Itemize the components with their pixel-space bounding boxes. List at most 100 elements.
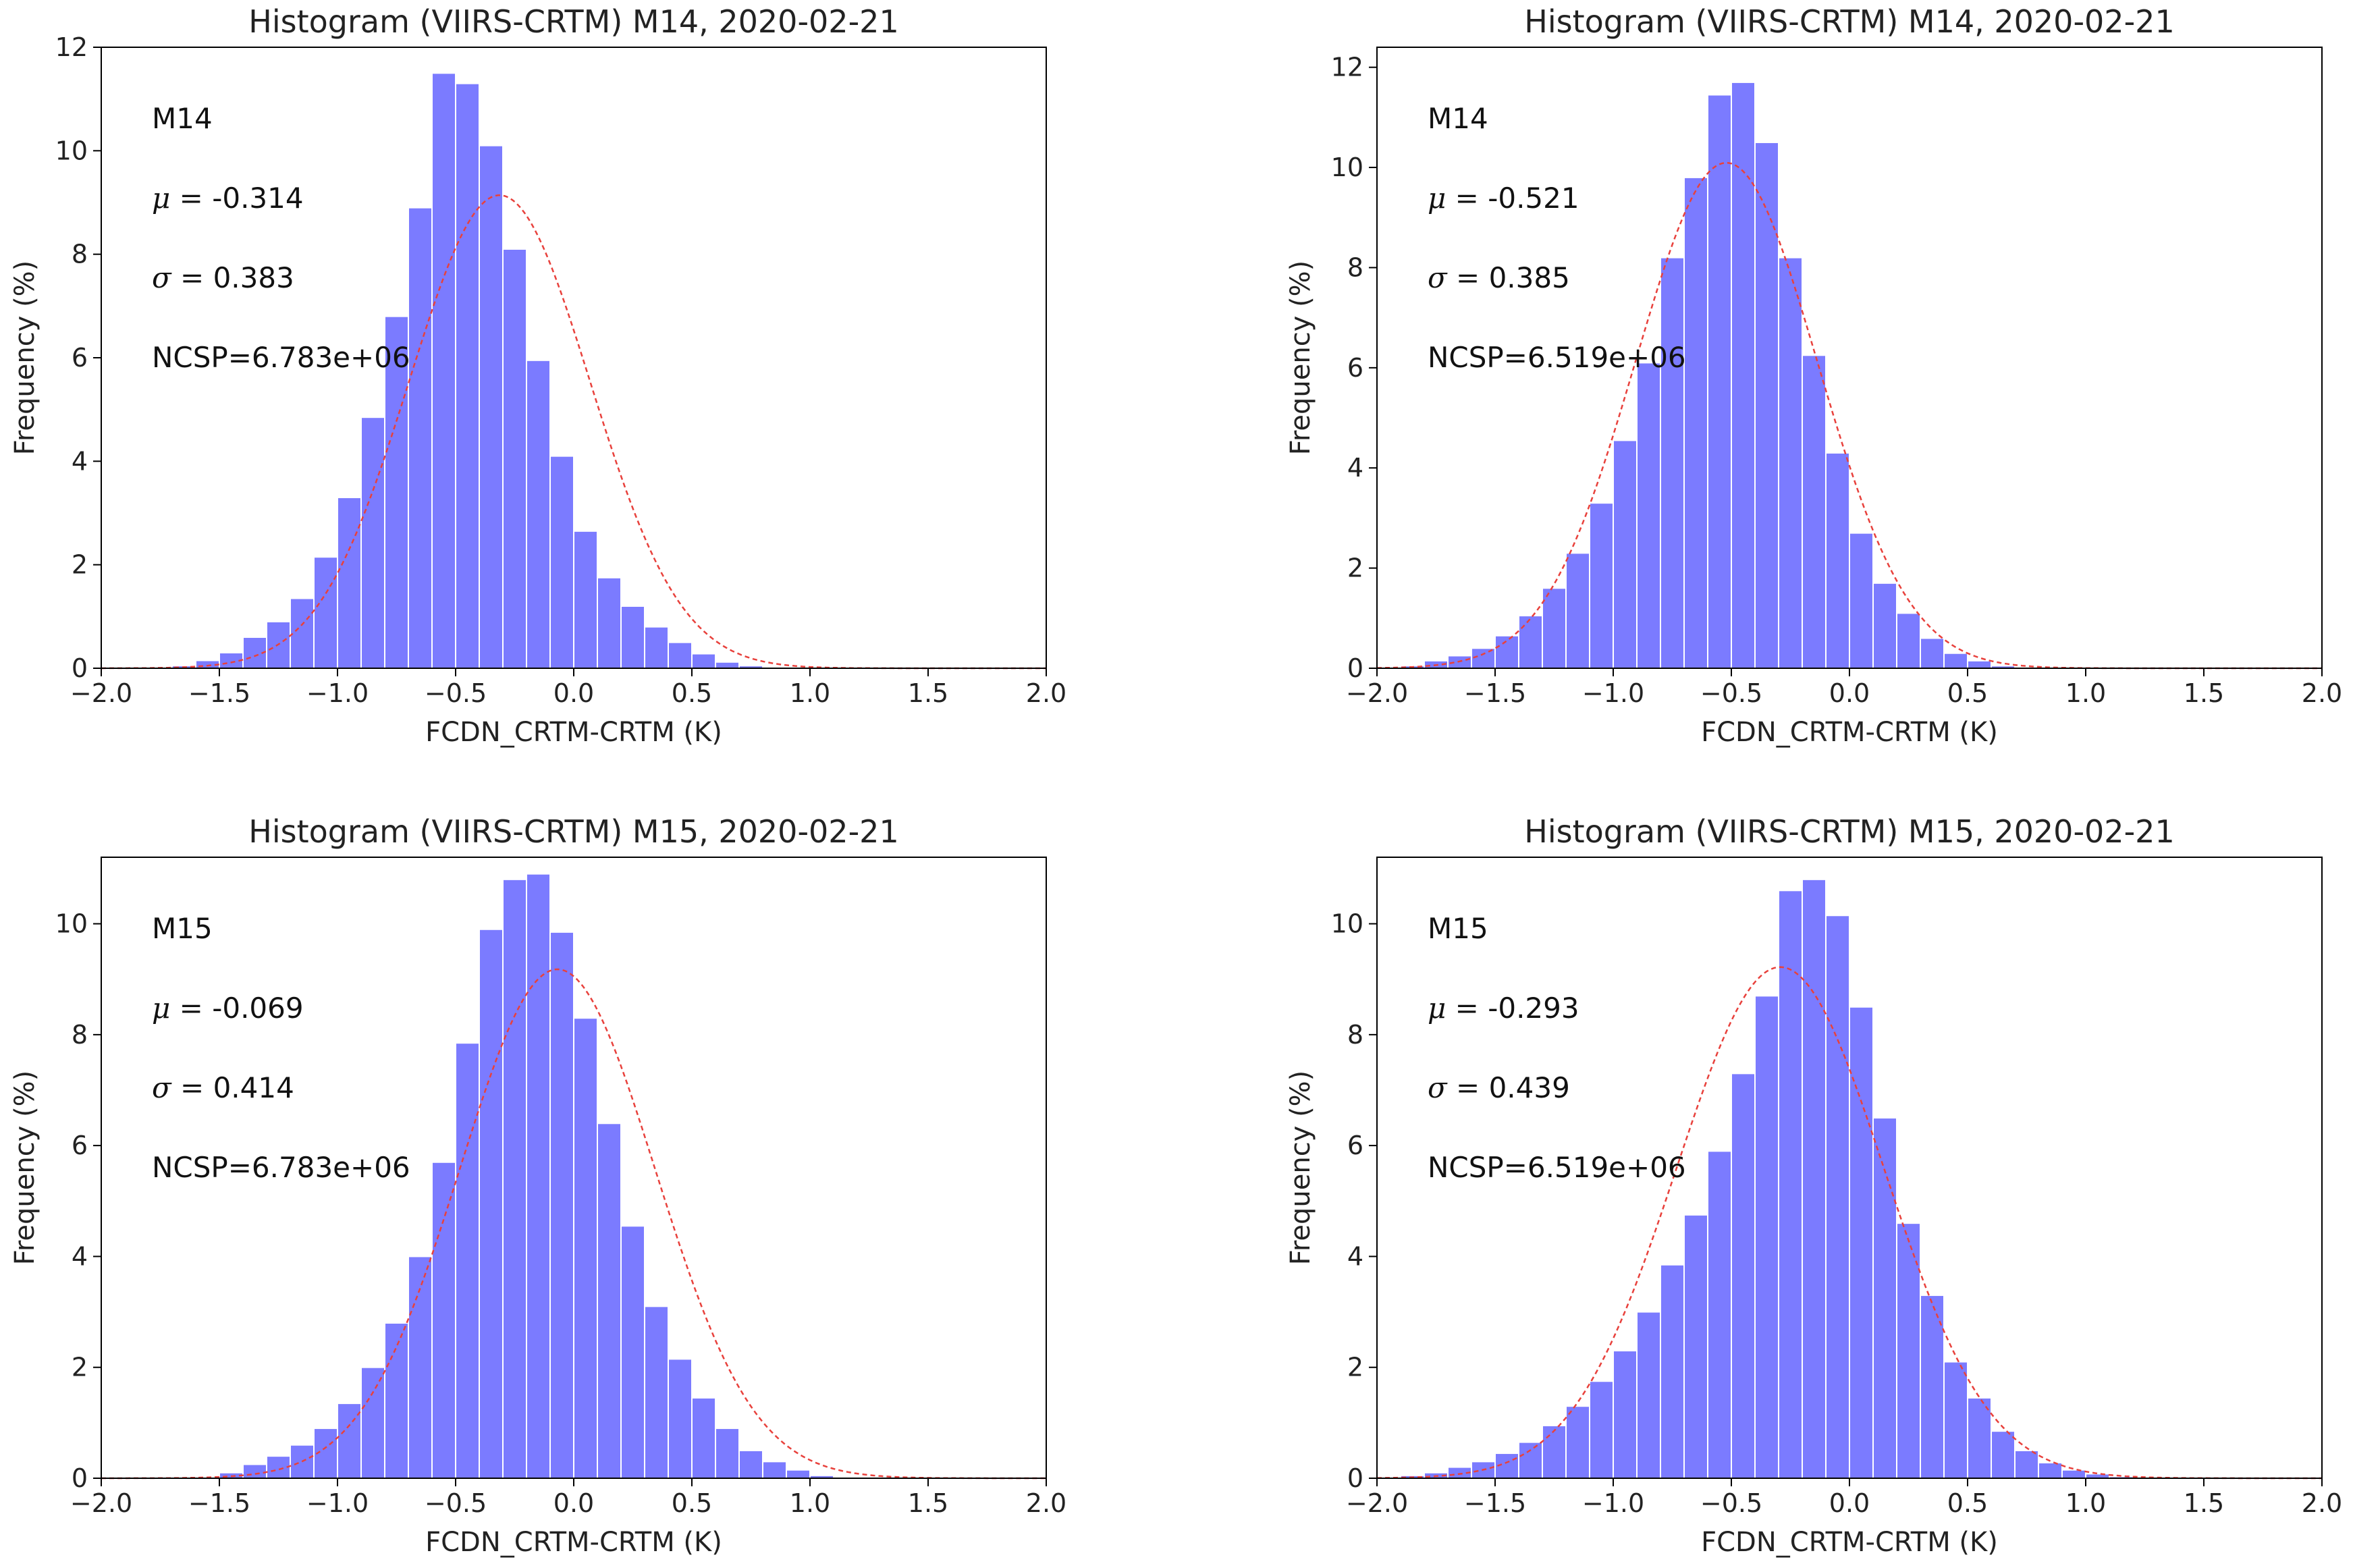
histogram-bar [1707, 94, 1732, 669]
ncsp-annotation: NCSP=6.519e+06 [1428, 341, 1686, 374]
histogram-bar [455, 1042, 480, 1479]
x-tick-label: 1.0 [790, 678, 830, 708]
y-tick-label: 12 [1331, 53, 1363, 82]
x-tick-label: −1.0 [306, 678, 369, 708]
sigma-value: 0.439 [1480, 1071, 1570, 1104]
x-tick-label: −0.5 [425, 678, 487, 708]
chart-title: Histogram (VIIRS-CRTM) M15, 2020-02-21 [248, 813, 898, 850]
y-tick-label: 6 [1347, 353, 1363, 383]
histogram-bar [479, 928, 504, 1480]
x-tick-label: 0.0 [1829, 678, 1870, 708]
sigma-annotation: σ = 0.383 [152, 261, 294, 294]
histogram-bar [502, 878, 527, 1480]
x-tick-label: 0.5 [1947, 678, 1988, 708]
y-tick-label: 4 [1347, 1241, 1363, 1271]
y-tick-label: 10 [1331, 909, 1363, 939]
mu-symbol: μ = [1428, 182, 1479, 215]
histogram-bar [668, 641, 693, 670]
band-label: M15 [152, 912, 213, 945]
histogram-bar [1943, 1361, 1968, 1479]
x-tick-label: −0.5 [425, 1488, 487, 1518]
histogram-bar [620, 1225, 645, 1479]
histogram-bar [573, 1017, 598, 1479]
mu-annotation: μ = -0.293 [1428, 992, 1579, 1025]
y-tick-label: 2 [1347, 553, 1363, 583]
histogram-bar [1754, 995, 1779, 1480]
histogram-bar [1613, 439, 1638, 670]
histogram-bar [455, 82, 480, 669]
histogram-bar [1920, 637, 1945, 670]
sigma-value: 0.385 [1480, 261, 1570, 294]
sigma-value: 0.414 [204, 1071, 294, 1104]
bars [1400, 81, 2016, 670]
mu-value: -0.314 [203, 182, 304, 215]
chart-title: Histogram (VIIRS-CRTM) M15, 2020-02-21 [1524, 813, 2174, 850]
ncsp-annotation: NCSP=6.783e+06 [152, 1151, 410, 1184]
y-tick-label: 12 [55, 32, 88, 62]
histogram-bar [691, 653, 716, 669]
histogram-bar [738, 1449, 763, 1479]
mu-symbol: μ = [1428, 992, 1479, 1025]
y-tick-label: 8 [72, 240, 88, 269]
histogram-bar [715, 1428, 740, 1480]
histogram-bar [1825, 452, 1850, 669]
histogram-bar [1707, 1150, 1732, 1480]
y-tick-label: 4 [1347, 453, 1363, 483]
histogram-bar [360, 416, 385, 670]
histogram-bar [1849, 1006, 1874, 1480]
histogram-bar [1849, 532, 1874, 670]
histogram-bar [1967, 659, 1992, 670]
x-tick-label: 0.5 [1947, 1488, 1988, 1518]
y-axis-label: Frequency (%) [9, 261, 40, 456]
histogram-bar [313, 556, 338, 670]
x-tick-label: −1.0 [306, 1488, 369, 1518]
histogram-bar [549, 931, 574, 1479]
histogram-bar [290, 597, 315, 669]
histogram-bar [1778, 890, 1803, 1480]
histogram-bar [1872, 582, 1897, 670]
y-tick-label: 10 [1331, 153, 1363, 182]
x-axis-label: FCDN_CRTM-CRTM (K) [1701, 1527, 1998, 1558]
x-axis-label: FCDN_CRTM-CRTM (K) [425, 717, 722, 748]
histogram-bar [1542, 1424, 1567, 1480]
sigma-annotation: σ = 0.414 [152, 1071, 294, 1104]
sigma-symbol: σ = [1428, 1071, 1480, 1104]
x-tick-label: −2.0 [70, 1488, 132, 1518]
histogram-bar [715, 661, 740, 669]
x-tick-label: 0.5 [672, 678, 712, 708]
histogram-bar [1683, 1214, 1708, 1479]
histogram-bar [1589, 1380, 1614, 1479]
histogram-bar [1731, 81, 1756, 669]
histogram-bar [597, 576, 622, 669]
band-label: M15 [1428, 912, 1488, 945]
histogram-bar [1613, 1350, 1638, 1479]
x-tick-label: 1.5 [2184, 1488, 2224, 1518]
y-tick-label: 4 [72, 1241, 88, 1271]
y-tick-label: 8 [72, 1020, 88, 1050]
y-tick-label: 6 [72, 343, 88, 373]
histogram-bar [597, 1123, 622, 1480]
sigma-annotation: σ = 0.385 [1428, 261, 1570, 294]
x-tick-label: −1.5 [188, 678, 250, 708]
histogram-bar [668, 1358, 693, 1479]
x-tick-label: 0.0 [1829, 1488, 1870, 1518]
x-tick-label: 2.0 [1026, 1488, 1066, 1518]
x-tick-label: 2.0 [2302, 678, 2342, 708]
x-tick-label: −1.5 [188, 1488, 250, 1518]
x-tick-label: 0.0 [553, 678, 594, 708]
histogram-bar [1518, 1441, 1543, 1480]
histogram-bar [408, 207, 433, 669]
histogram-bar [786, 1469, 811, 1479]
y-tick-label: 8 [1347, 1020, 1363, 1050]
y-tick-label: 4 [72, 446, 88, 476]
histogram-bar [2061, 1469, 2086, 1479]
histogram-bar [266, 1455, 291, 1479]
y-tick-label: 0 [72, 1463, 88, 1493]
histogram-bar [762, 1461, 787, 1480]
x-tick-label: 1.5 [908, 1488, 948, 1518]
mu-symbol: μ = [152, 182, 203, 215]
band-label: M14 [152, 102, 213, 135]
histogram-bar [526, 359, 551, 669]
x-tick-label: −2.0 [1346, 678, 1408, 708]
histogram-bar [1589, 502, 1614, 670]
